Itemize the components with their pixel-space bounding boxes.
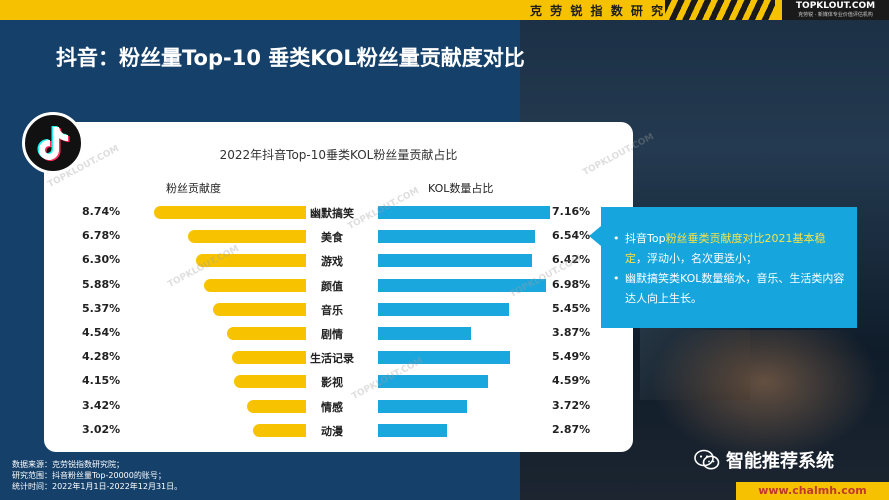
photo-glow (650, 330, 880, 460)
right-value-label: 3.87% (552, 326, 591, 339)
right-column-header: KOL数量占比 (428, 182, 494, 195)
category-label: 影视 (321, 376, 343, 390)
kol-share-bar (378, 230, 536, 244)
contribution-bar (246, 399, 306, 413)
chart-title: 2022年抖音Top-10垂类KOL粉丝量贡献占比 (219, 148, 458, 162)
left-value-label: 4.15% (82, 374, 121, 388)
chart-card: 2022年抖音Top-10垂类KOL粉丝量贡献占比 粉丝贡献度 KOL数量占比 … (44, 122, 656, 452)
footnote: 数据来源：克劳锐指数研究院； 研究范围：抖音粉丝量Top-20000的账号； 统… (12, 459, 182, 492)
left-column-header: 粉丝贡献度 (166, 182, 221, 195)
insight-highlight: 粉丝垂类贡献度对比2021基本稳定 (625, 232, 826, 265)
kol-share-bar (378, 206, 550, 219)
contribution-bar (227, 327, 306, 340)
wechat-name: 智能推荐系统 (726, 451, 834, 472)
category-label: 幽默搞笑 (310, 207, 354, 220)
category-label: 游戏 (321, 255, 343, 269)
kol-share-bar (378, 327, 471, 340)
left-value-label: 5.88% (82, 277, 121, 291)
kol-share-bar (378, 278, 546, 292)
right-value-label: 6.42% (552, 253, 591, 267)
category-label: 动漫 (321, 424, 343, 438)
right-value-label: 6.98% (552, 277, 591, 291)
left-value-label: 3.42% (82, 398, 121, 412)
insight-text: 抖音Top (625, 232, 666, 245)
category-label: 情感 (321, 400, 343, 414)
kol-share-bar (378, 254, 533, 268)
footnote-source: 数据来源：克劳锐指数研究院； (12, 460, 124, 469)
tiktok-logo (22, 112, 84, 174)
wechat-icon (694, 449, 720, 471)
brand-name: TOPKLOUT.COM (795, 1, 876, 11)
left-value-label: 4.28% (82, 350, 121, 364)
contribution-bar (212, 302, 306, 316)
tiktok-note-icon (37, 126, 70, 161)
contribution-bar (253, 423, 306, 437)
top-bar: 克 劳 锐 指 数 研 究 院 TOPKLOUT.COM 克劳锐 · 新媒体专业… (0, 0, 889, 20)
left-value-label: 5.37% (82, 301, 121, 315)
insight-text: ，浮动小，名次更迭小； (636, 252, 757, 265)
right-value-label: 2.87% (552, 422, 591, 436)
photo-monitor (640, 320, 750, 400)
contribution-bar (188, 230, 306, 244)
right-value-label: 4.59% (552, 374, 591, 388)
contribution-bar (154, 206, 306, 219)
contribution-bar (231, 351, 306, 365)
left-value-label: 8.74% (82, 205, 121, 218)
brand-subtitle: 克劳锐 · 新媒体专业价值评估机构 (798, 12, 873, 18)
right-value-label: 5.49% (552, 350, 591, 364)
insight-callout: 抖音Top粉丝垂类贡献度对比2021基本稳定，浮动小，名次更迭小； 幽默搞笑类K… (601, 207, 857, 328)
left-value-label: 3.02% (82, 422, 121, 436)
kol-share-bar (378, 375, 489, 389)
kol-share-bar (378, 399, 468, 413)
contribution-bar (196, 254, 306, 268)
category-label: 生活记录 (310, 352, 354, 366)
site-url[interactable]: www.chalmh.com (736, 482, 889, 500)
insight-item: 幽默搞笑类KOL数量缩水，音乐、生活类内容达人向上生长。 (613, 269, 845, 309)
kol-share-bar (378, 302, 509, 316)
right-value-label: 6.54% (552, 229, 591, 243)
footnote-scope: 研究范围：抖音粉丝量Top-20000的账号； (12, 471, 166, 480)
org-name: 克 劳 锐 指 数 研 究 院 (530, 4, 686, 18)
hazard-stripes (665, 0, 775, 20)
callout-arrow (589, 226, 601, 246)
category-label: 音乐 (321, 303, 343, 317)
left-value-label: 6.30% (82, 253, 121, 267)
contribution-bar (233, 375, 306, 389)
category-label: 剧情 (321, 328, 343, 341)
right-value-label: 5.45% (552, 301, 591, 315)
left-value-label: 6.78% (82, 229, 121, 243)
kol-share-bar (378, 423, 447, 437)
right-value-label: 3.72% (552, 398, 591, 412)
page-title: 抖音：粉丝量Top-10 垂类KOL粉丝量贡献度对比 (56, 46, 525, 70)
right-value-label: 7.16% (552, 205, 591, 218)
left-value-label: 4.54% (82, 326, 121, 339)
contribution-bar (203, 278, 306, 292)
category-label: 美食 (321, 231, 343, 245)
insight-item: 抖音Top粉丝垂类贡献度对比2021基本稳定，浮动小，名次更迭小； (613, 229, 845, 269)
brand-logo: TOPKLOUT.COM 克劳锐 · 新媒体专业价值评估机构 (782, 0, 889, 20)
category-label: 颜值 (321, 279, 343, 293)
insight-list: 抖音Top粉丝垂类贡献度对比2021基本稳定，浮动小，名次更迭小； 幽默搞笑类K… (613, 229, 845, 309)
kol-share-bar (378, 351, 510, 365)
wechat-account: 智能推荐系统 (694, 449, 834, 472)
footnote-period: 统计时间：2022年1月1日-2022年12月31日。 (12, 482, 183, 491)
